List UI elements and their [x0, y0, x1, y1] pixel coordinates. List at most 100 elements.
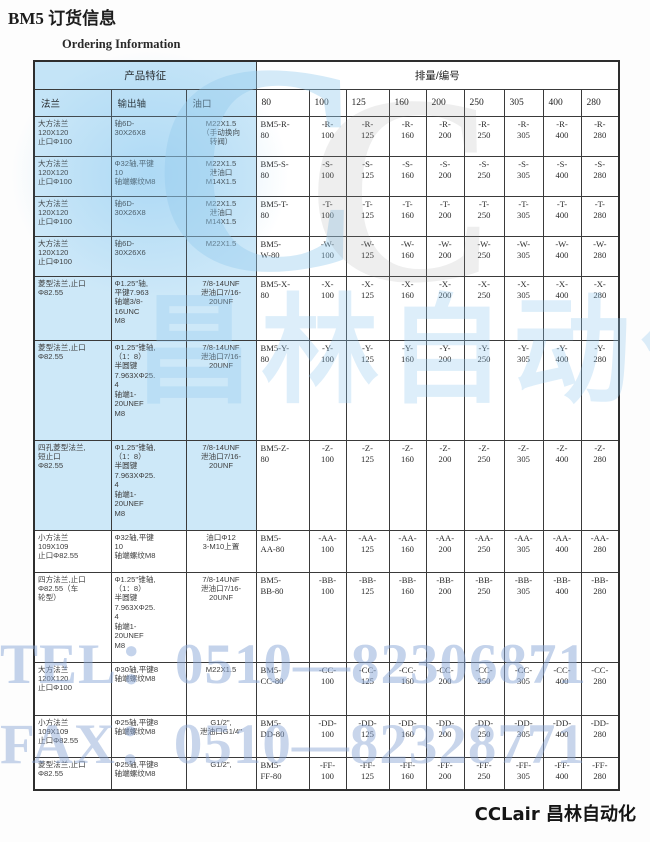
shaft-cell: Φ32轴,平键 10 轴端螺纹M8	[110, 529, 187, 573]
order-code-cell: -CC- 125	[345, 661, 390, 716]
order-code-cell: -Z- 280	[580, 439, 620, 531]
order-code-cell: -BB- 125	[345, 571, 390, 663]
order-code-cell: -Y- 400	[542, 339, 582, 441]
order-code-cell: BM5-T- 80	[255, 195, 310, 237]
order-code-cell: -S- 100	[308, 155, 347, 197]
table-row: 小方法兰 109X109 止口Φ82.55 Φ32轴,平键 10 轴端螺纹M8 油口…	[33, 529, 620, 573]
order-code-cell: -R- 200	[425, 115, 465, 157]
order-code-cell: -W- 250	[463, 235, 505, 277]
order-code-cell: -CC- 400	[542, 661, 582, 716]
shaft-cell: Φ1.25''锥轴, （1：8） 半圆键 7.963XΦ25. 4 轴端1- 2…	[110, 339, 187, 441]
table-row: 菱型法兰,止口 Φ82.55 Φ1.25''锥轴, （1：8） 半圆键 7.963…	[33, 339, 620, 441]
order-code-cell: -R- 160	[388, 115, 427, 157]
order-code-cell: -AA- 250	[463, 529, 505, 573]
table-row: 小方法兰 109X109 止口Φ82.55 Φ25轴,平键8 轴端螺纹M8 G1/2…	[33, 714, 620, 758]
order-code-cell: -FF- 400	[542, 756, 582, 791]
table-row: 大方法兰 120X120 止口Φ100 轴6D- 30X26X6 M22X1.5 BM…	[33, 235, 620, 277]
order-code-cell: BM5- BB-80	[255, 571, 310, 663]
order-code-cell: -DD- 100	[308, 714, 347, 758]
feature-column-header: 法兰	[33, 88, 112, 117]
table-row: 大方法兰 120X120 止口Φ100 Φ30轴,平键8 轴端螺纹M8 M22X1.…	[33, 661, 620, 716]
order-code-cell: -T- 250	[463, 195, 505, 237]
displacement-column-header: 280	[580, 88, 620, 117]
order-code-cell: -Y- 200	[425, 339, 465, 441]
order-code-cell: -BB- 400	[542, 571, 582, 663]
displacement-column-header: 160	[388, 88, 427, 117]
order-code-cell: -Z- 305	[503, 439, 544, 531]
order-code-cell: -BB- 100	[308, 571, 347, 663]
footer-brand: CCLair 昌林自动化	[474, 804, 636, 825]
order-code-cell: -CC- 305	[503, 661, 544, 716]
order-code-cell: BM5- CC-80	[255, 661, 310, 716]
order-code-cell: -AA- 160	[388, 529, 427, 573]
order-code-cell: -Z- 100	[308, 439, 347, 531]
order-code-cell: BM5- W-80	[255, 235, 310, 277]
table-row: 大方法兰 120X120 止口Φ100 轴6D- 30X26X8 M22X1.5 泄…	[33, 195, 620, 237]
order-code-cell: -BB- 280	[580, 571, 620, 663]
flange-cell: 大方法兰 120X120 止口Φ100	[33, 235, 112, 277]
order-code-cell: -T- 125	[345, 195, 390, 237]
port-cell: 油口Φ12 3-M10上置	[185, 529, 257, 573]
order-code-cell: -T- 400	[542, 195, 582, 237]
displacement-column-header: 250	[463, 88, 505, 117]
order-code-cell: -CC- 100	[308, 661, 347, 716]
section-subtitle: Ordering Information	[62, 37, 181, 51]
order-code-cell: -AA- 305	[503, 529, 544, 573]
order-code-cell: -AA- 125	[345, 529, 390, 573]
order-code-cell: -DD- 250	[463, 714, 505, 758]
order-code-cell: -Y- 250	[463, 339, 505, 441]
order-code-cell: -Y- 125	[345, 339, 390, 441]
order-code-cell: BM5- DD-80	[255, 714, 310, 758]
order-code-cell: -FF- 125	[345, 756, 390, 791]
shaft-cell: Φ1.25''轴, 平键7.963 轴端3/8- 16UNC M8	[110, 275, 187, 341]
order-code-cell: -Y- 160	[388, 339, 427, 441]
displacement-column-header: 80	[255, 88, 310, 117]
shaft-cell: Φ1.25''锥轴, （1：8） 半圆键 7.963XΦ25. 4 轴端1- 2…	[110, 439, 187, 531]
order-code-cell: -T- 200	[425, 195, 465, 237]
order-code-cell: -X- 100	[308, 275, 347, 341]
order-code-cell: BM5-X- 80	[255, 275, 310, 341]
order-code-cell: -DD- 305	[503, 714, 544, 758]
port-cell: G1/2", 泄油口G1/4"	[185, 714, 257, 758]
shaft-cell: Φ25轴,平键8 轴端螺纹M8	[110, 756, 187, 791]
order-code-cell: -T- 280	[580, 195, 620, 237]
order-code-cell: -W- 100	[308, 235, 347, 277]
order-code-cell: -BB- 250	[463, 571, 505, 663]
order-code-cell: -S- 125	[345, 155, 390, 197]
feature-column-header: 油口	[185, 88, 257, 117]
order-code-cell: -FF- 305	[503, 756, 544, 791]
order-code-cell: BM5-Z- 80	[255, 439, 310, 531]
order-code-cell: BM5- AA-80	[255, 529, 310, 573]
order-code-cell: -T- 100	[308, 195, 347, 237]
order-code-cell: -FF- 280	[580, 756, 620, 791]
order-code-cell: -R- 400	[542, 115, 582, 157]
order-code-cell: -X- 200	[425, 275, 465, 341]
shaft-cell: 轴6D- 30X26X6	[110, 235, 187, 277]
order-code-cell: -R- 100	[308, 115, 347, 157]
order-code-cell: -R- 250	[463, 115, 505, 157]
order-code-cell: BM5-Y- 80	[255, 339, 310, 441]
flange-cell: 小方法兰 109X109 止口Φ82.55	[33, 529, 112, 573]
table-row: 大方法兰 120X120 止口Φ100 轴6D- 30X26X8 M22X1.5 （…	[33, 115, 620, 157]
order-code-cell: -Z- 400	[542, 439, 582, 531]
order-code-cell: -DD- 400	[542, 714, 582, 758]
order-code-cell: -W- 305	[503, 235, 544, 277]
order-code-cell: -W- 160	[388, 235, 427, 277]
order-code-cell: -FF- 100	[308, 756, 347, 791]
order-code-cell: -T- 160	[388, 195, 427, 237]
displacement-column-header: 100	[308, 88, 347, 117]
port-cell: M22X1.5	[185, 235, 257, 277]
order-code-cell: -DD- 160	[388, 714, 427, 758]
displacement-column-header: 125	[345, 88, 390, 117]
order-code-cell: -R- 280	[580, 115, 620, 157]
order-code-cell: -S- 305	[503, 155, 544, 197]
order-code-cell: -AA- 100	[308, 529, 347, 573]
order-code-cell: -BB- 305	[503, 571, 544, 663]
order-code-cell: -DD- 125	[345, 714, 390, 758]
table-row: 菱型法兰,止口 Φ82.55 Φ1.25''轴, 平键7.963 轴端3/8- 1…	[33, 275, 620, 341]
order-code-cell: -X- 280	[580, 275, 620, 341]
order-code-cell: -W- 280	[580, 235, 620, 277]
order-code-cell: -BB- 200	[425, 571, 465, 663]
order-code-cell: -X- 400	[542, 275, 582, 341]
order-code-cell: -Y- 280	[580, 339, 620, 441]
